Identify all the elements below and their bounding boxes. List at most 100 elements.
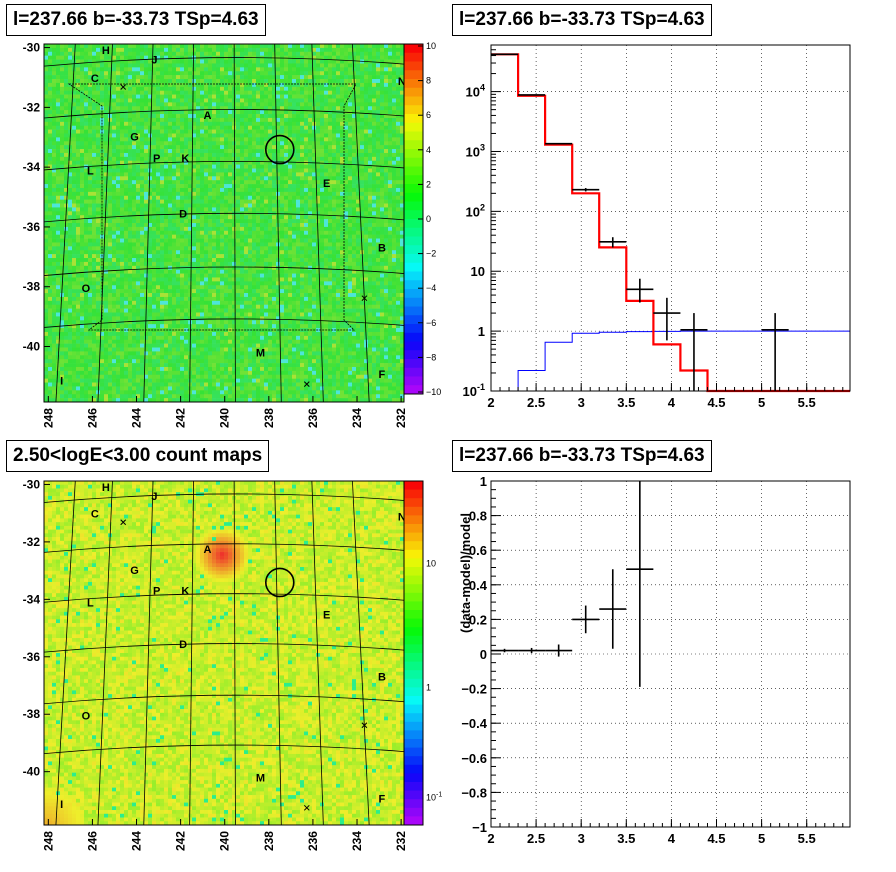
map-pixel [140, 191, 145, 197]
map-pixel [84, 199, 89, 204]
map-pixel [100, 394, 105, 399]
map-pixel [148, 265, 153, 270]
map-pixel [140, 366, 145, 372]
map-pixel [64, 254, 69, 259]
map-pixel [76, 320, 81, 325]
map-pixel [200, 59, 205, 64]
map-pixel [148, 86, 153, 91]
map-pixel [104, 164, 109, 169]
map-pixel [224, 207, 229, 212]
map-pixel [244, 125, 249, 130]
map-pixel [260, 94, 265, 99]
map-pixel [156, 106, 161, 111]
map-pixel [52, 296, 57, 302]
map-pixel [208, 347, 213, 352]
map-pixel [136, 67, 141, 72]
map-pixel [176, 370, 181, 376]
map-pixel [88, 261, 93, 267]
map-pixel [116, 71, 121, 76]
map-pixel [76, 125, 81, 130]
map-pixel [112, 156, 117, 162]
map-pixel [252, 293, 257, 298]
map-pixel [80, 152, 85, 158]
map-pixel [176, 160, 181, 165]
map-pixel [228, 351, 233, 356]
map-pixel [132, 230, 137, 235]
map-pixel [192, 114, 197, 119]
map-pixel [188, 47, 193, 53]
map-pixel [168, 145, 173, 150]
map-pixel [240, 238, 245, 243]
map-pixel [248, 176, 253, 181]
map-pixel [108, 199, 113, 204]
map-pixel [44, 152, 49, 158]
map-pixel [96, 121, 101, 127]
map-pixel [96, 382, 101, 387]
map-pixel [160, 152, 165, 158]
map-pixel [236, 316, 241, 321]
map-pixel [128, 94, 133, 99]
map-pixel [164, 250, 169, 255]
map-pixel [80, 145, 85, 150]
map-pixel [172, 331, 177, 337]
map-pixel [48, 300, 53, 306]
map-pixel [76, 230, 81, 235]
map-pixel [240, 110, 245, 115]
map-pixel [112, 121, 117, 127]
map-pixel [68, 343, 73, 348]
map-pixel [184, 273, 189, 278]
map-pixel [136, 184, 141, 189]
map-pixel [200, 125, 205, 130]
map-pixel [120, 238, 125, 243]
map-pixel [140, 152, 145, 158]
map-pixel [164, 254, 169, 259]
map-pixel [224, 289, 229, 294]
map-pixel [240, 114, 245, 119]
map-pixel [116, 300, 121, 306]
map-pixel [176, 191, 181, 197]
map-pixel [256, 129, 261, 134]
map-pixel [52, 366, 57, 372]
map-pixel [164, 102, 169, 107]
map-pixel [236, 366, 241, 372]
map-pixel [96, 63, 101, 68]
map-pixel [200, 281, 205, 286]
map-pixel [48, 191, 53, 197]
map-pixel [236, 328, 241, 333]
map-pixel [96, 320, 101, 325]
map-pixel [56, 238, 61, 243]
map-pixel [72, 234, 77, 239]
map-pixel [152, 339, 157, 344]
map-pixel [216, 277, 221, 282]
map-pixel [196, 304, 201, 309]
map-pixel [156, 114, 161, 119]
map-pixel [52, 149, 57, 154]
map-pixel [48, 137, 53, 142]
map-pixel [244, 226, 249, 232]
map-pixel [92, 386, 97, 391]
map-pixel [132, 343, 137, 348]
map-pixel [132, 63, 137, 68]
map-pixel [108, 242, 113, 247]
map-pixel [208, 51, 213, 56]
map-pixel [48, 316, 53, 321]
map-pixel [64, 195, 69, 200]
map-pixel [228, 398, 233, 403]
map-pixel [200, 137, 205, 142]
map-pixel [208, 121, 213, 127]
map-pixel [180, 44, 185, 49]
map-pixel [56, 281, 61, 286]
map-pixel [148, 339, 153, 344]
map-pixel [196, 258, 201, 263]
map-pixel [96, 94, 101, 99]
map-pixel [208, 351, 213, 356]
map-pixel [204, 370, 209, 376]
map-pixel [148, 187, 153, 193]
map-pixel [228, 304, 233, 309]
map-pixel [220, 355, 225, 360]
map-pixel [80, 308, 85, 313]
map-pixel [232, 390, 237, 395]
map-pixel [224, 390, 229, 395]
map-pixel [84, 114, 89, 119]
map-pixel [72, 261, 77, 267]
